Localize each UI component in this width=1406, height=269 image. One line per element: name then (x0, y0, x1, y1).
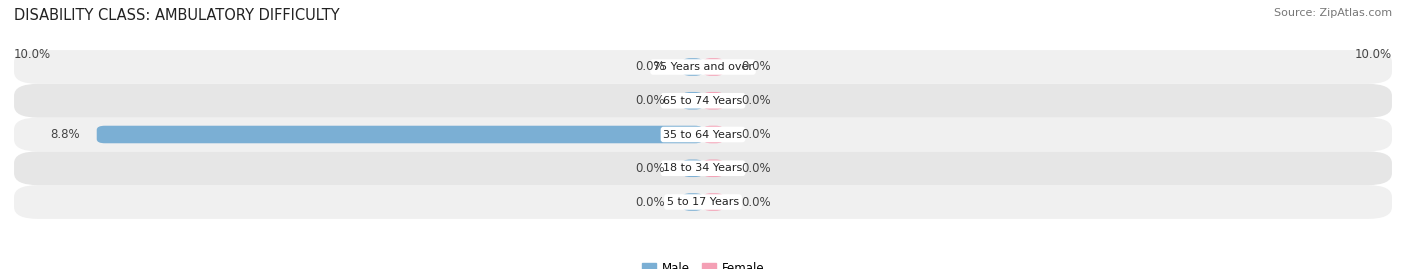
FancyBboxPatch shape (14, 50, 1392, 84)
FancyBboxPatch shape (682, 160, 703, 177)
Text: 0.0%: 0.0% (636, 94, 665, 107)
Legend: Male, Female: Male, Female (637, 258, 769, 269)
Text: 0.0%: 0.0% (741, 162, 770, 175)
Text: Source: ZipAtlas.com: Source: ZipAtlas.com (1274, 8, 1392, 18)
Text: 10.0%: 10.0% (1355, 48, 1392, 61)
Text: 75 Years and over: 75 Years and over (652, 62, 754, 72)
Text: 0.0%: 0.0% (741, 196, 770, 208)
FancyBboxPatch shape (703, 193, 724, 211)
Text: 0.0%: 0.0% (636, 196, 665, 208)
FancyBboxPatch shape (14, 185, 1392, 219)
FancyBboxPatch shape (703, 58, 724, 76)
FancyBboxPatch shape (14, 84, 1392, 118)
FancyBboxPatch shape (682, 58, 703, 76)
FancyBboxPatch shape (14, 118, 1392, 151)
FancyBboxPatch shape (97, 126, 703, 143)
Text: 35 to 64 Years: 35 to 64 Years (664, 129, 742, 140)
Text: 5 to 17 Years: 5 to 17 Years (666, 197, 740, 207)
Text: 0.0%: 0.0% (636, 162, 665, 175)
FancyBboxPatch shape (682, 92, 703, 109)
FancyBboxPatch shape (703, 92, 724, 109)
Text: 8.8%: 8.8% (49, 128, 80, 141)
Text: 0.0%: 0.0% (741, 94, 770, 107)
Text: 0.0%: 0.0% (636, 61, 665, 73)
Text: 0.0%: 0.0% (741, 128, 770, 141)
Text: 65 to 74 Years: 65 to 74 Years (664, 96, 742, 106)
Text: DISABILITY CLASS: AMBULATORY DIFFICULTY: DISABILITY CLASS: AMBULATORY DIFFICULTY (14, 8, 340, 23)
Text: 10.0%: 10.0% (14, 48, 51, 61)
FancyBboxPatch shape (703, 160, 724, 177)
Text: 18 to 34 Years: 18 to 34 Years (664, 163, 742, 173)
FancyBboxPatch shape (14, 151, 1392, 185)
FancyBboxPatch shape (682, 193, 703, 211)
Text: 0.0%: 0.0% (741, 61, 770, 73)
FancyBboxPatch shape (703, 126, 724, 143)
